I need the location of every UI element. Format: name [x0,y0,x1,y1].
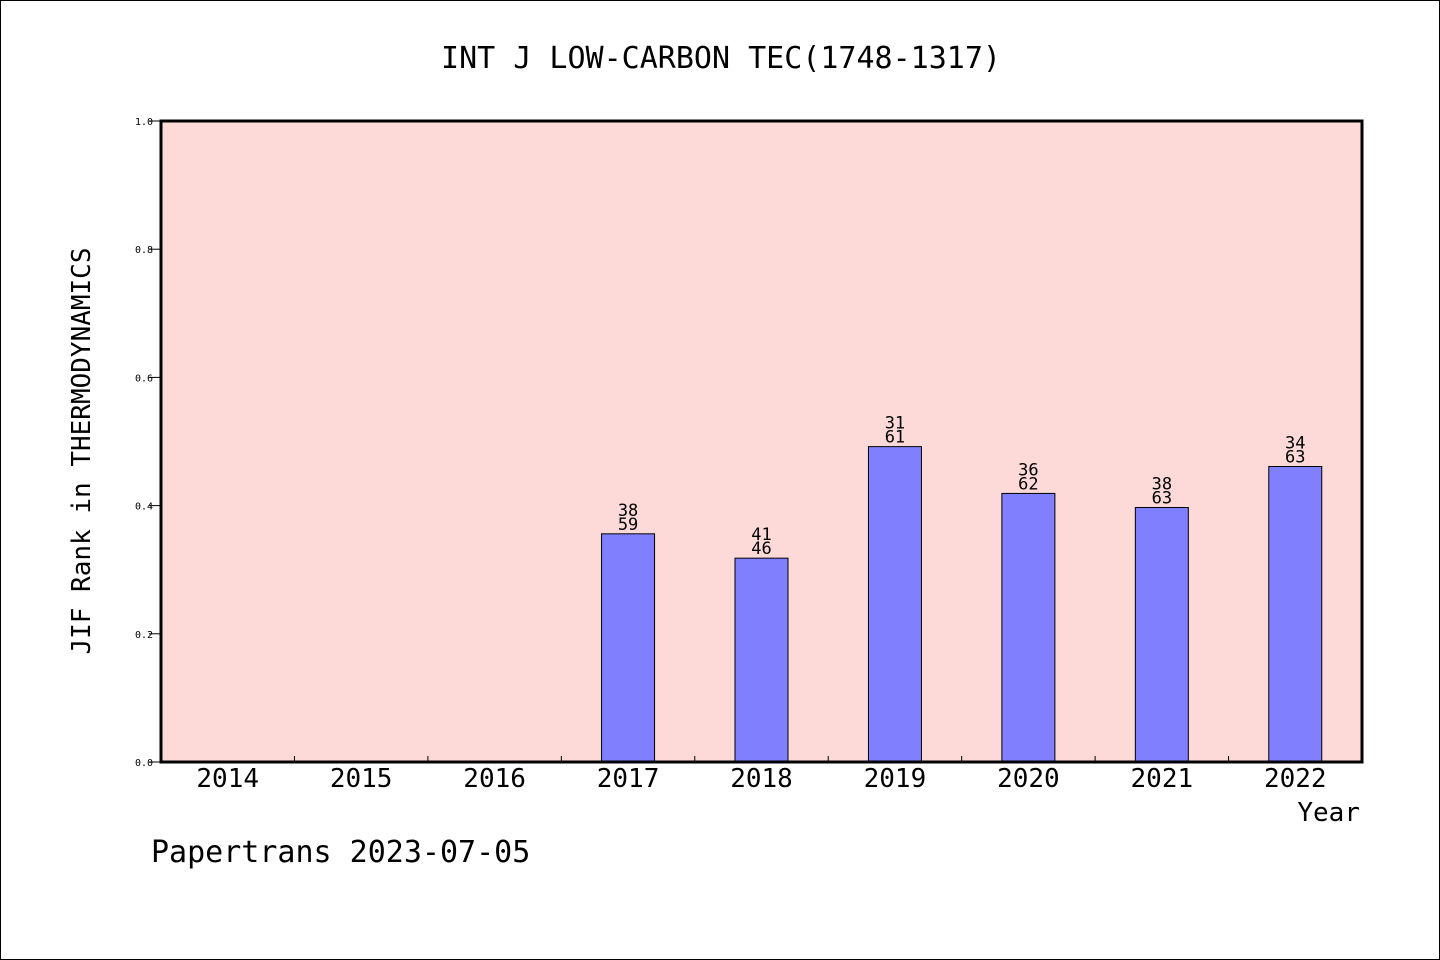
x-tick-label-2019: 2019 [864,764,927,794]
y-axis: 0.0 0.2 0.4 0.6 0.8 1.0 [135,117,161,769]
bar-2020 [1001,492,1056,763]
y-tick-label-0.8: 0.8 [135,245,153,256]
bar-rank-label-2021: 38 [1152,475,1172,495]
y-tick-label-0.4: 0.4 [135,502,153,513]
bar-rank-label-2020: 36 [1018,460,1038,480]
footer-credit: Papertrans 2023-07-05 [151,835,531,870]
x-axis-label: Year [1297,798,1360,828]
x-tick-label-2015: 2015 [330,764,393,794]
bars-layer [601,446,1323,763]
bar-rank-label-2017: 38 [618,501,638,521]
plot-frame [159,119,1364,764]
x-axis: 2014 2015 2016 2017 2018 2019 2020 2021 2022 [196,756,1327,794]
bar-2021 [1134,507,1189,763]
x-tick-label-2017: 2017 [597,764,660,794]
bar-count-label-2019: 61 [885,428,905,448]
bar-rank-label-2018: 41 [751,525,771,545]
bar-rank-label-2019: 31 [885,414,905,434]
bar-rank-label-2022: 34 [1285,433,1305,453]
x-tick-label-2018: 2018 [730,764,793,794]
bar-count-label-2021: 63 [1152,489,1172,509]
bar-2019 [867,446,922,763]
x-tick-label-2022: 2022 [1264,764,1327,794]
bar-2018 [734,557,789,763]
x-tick-label-2021: 2021 [1131,764,1194,794]
bar-count-label-2017: 59 [618,515,638,535]
x-tick-label-2016: 2016 [463,764,526,794]
bar-2017 [601,533,656,763]
bar-2022 [1268,465,1323,763]
y-tick-label-0.2: 0.2 [135,630,153,641]
bar-count-label-2020: 62 [1018,474,1038,494]
bar-count-label-2022: 63 [1285,447,1305,467]
chart-title: INT J LOW-CARBON TEC(1748-1317) [441,41,1001,76]
y-tick-label-0.6: 0.6 [135,373,153,384]
x-tick-label-2020: 2020 [997,764,1060,794]
bar-count-label-2018: 46 [751,539,771,559]
y-tick-label-1.0: 1.0 [135,117,153,128]
y-tick-label-0.0: 0.0 [135,758,153,769]
y-axis-label: JIF Rank in THERMODYNAMICS [67,248,97,655]
x-tick-label-2014: 2014 [196,764,259,794]
